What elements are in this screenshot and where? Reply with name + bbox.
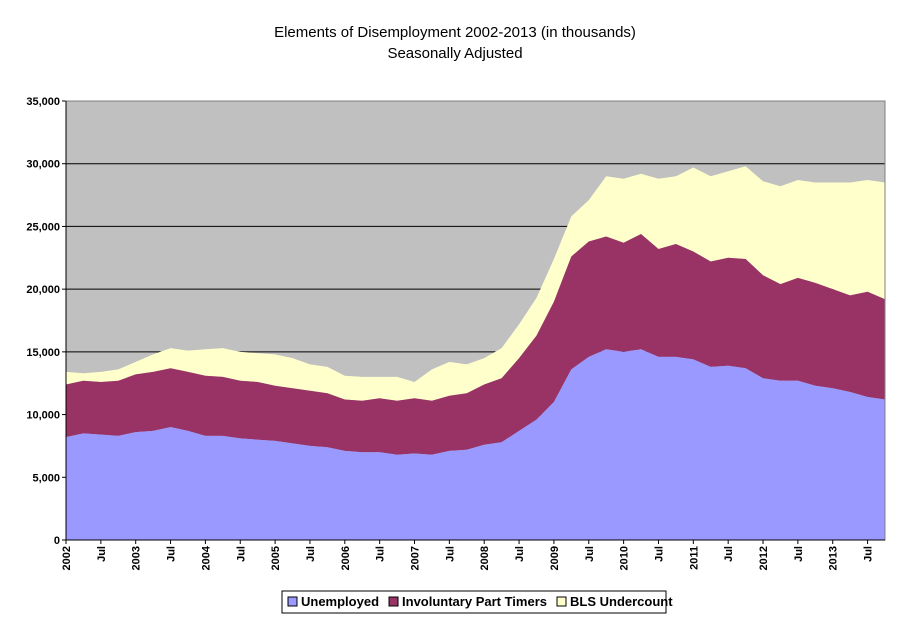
- x-tick-label: Jul: [584, 546, 596, 562]
- area-series: [66, 166, 885, 540]
- x-tick-label: Jul: [793, 546, 805, 562]
- x-tick-label: 2002: [61, 546, 73, 570]
- legend-swatch-involuntary-part-timers: [388, 596, 399, 607]
- y-tick-label: 0: [54, 535, 60, 547]
- legend-box: [281, 590, 667, 614]
- axes: 0 5,000 10,000 15,000 20,000 25,000 30,000 35,0…: [26, 96, 886, 570]
- x-tick-label: Jul: [305, 546, 317, 562]
- y-tick-label: 25,000: [26, 221, 60, 233]
- y-tick-label: 20,000: [26, 284, 60, 296]
- x-tick-label: Jul: [444, 546, 456, 562]
- x-tick-label: 2004: [200, 545, 212, 570]
- legend-swatch-unemployed: [287, 596, 298, 607]
- legend-label-involuntary-part-timers: Involuntary Part Timers: [402, 594, 547, 609]
- x-tick-label: Jul: [235, 546, 247, 562]
- x-tick-label: 2007: [410, 546, 422, 570]
- legend: Unemployed Involuntary Part Timers BLS Und…: [281, 590, 673, 614]
- legend-label-bls-undercount: BLS Undercount: [570, 594, 673, 609]
- chart-subtitle: Seasonally Adjusted: [387, 45, 522, 62]
- x-tick-label: 2006: [340, 546, 352, 570]
- chart-title: Elements of Disemployment 2002-2013 (in …: [274, 24, 636, 41]
- x-tick-label: 2013: [828, 546, 840, 570]
- area-bls-undercount: [66, 166, 885, 401]
- x-tick-label: Jul: [514, 546, 526, 562]
- x-tick-label: 2008: [479, 546, 491, 570]
- y-tick-label: 5,000: [32, 472, 60, 484]
- area-involuntary-part-timers: [66, 234, 885, 455]
- y-tick-label: 35,000: [26, 96, 60, 108]
- x-tick-label: 2005: [270, 546, 282, 570]
- x-tick-label: 2009: [549, 546, 561, 570]
- x-tick-label: Jul: [96, 546, 108, 562]
- x-tick-label: Jul: [166, 546, 178, 562]
- y-tick-label: 10,000: [26, 410, 60, 422]
- x-tick-label: Jul: [375, 546, 387, 562]
- area-unemployed: [66, 349, 885, 540]
- x-tick-label: Jul: [654, 546, 666, 562]
- x-tick-label: Jul: [863, 546, 875, 562]
- y-tick-label: 15,000: [26, 347, 60, 359]
- x-tick-label: Jul: [723, 546, 735, 562]
- x-tick-label: 2003: [131, 546, 143, 570]
- x-tick-label: 2010: [619, 546, 631, 570]
- legend-label-unemployed: Unemployed: [301, 594, 379, 609]
- x-tick-label: 2011: [688, 546, 700, 570]
- legend-swatch-bls-undercount: [556, 596, 567, 607]
- y-tick-label: 30,000: [26, 159, 60, 171]
- x-tick-label: 2012: [758, 546, 770, 570]
